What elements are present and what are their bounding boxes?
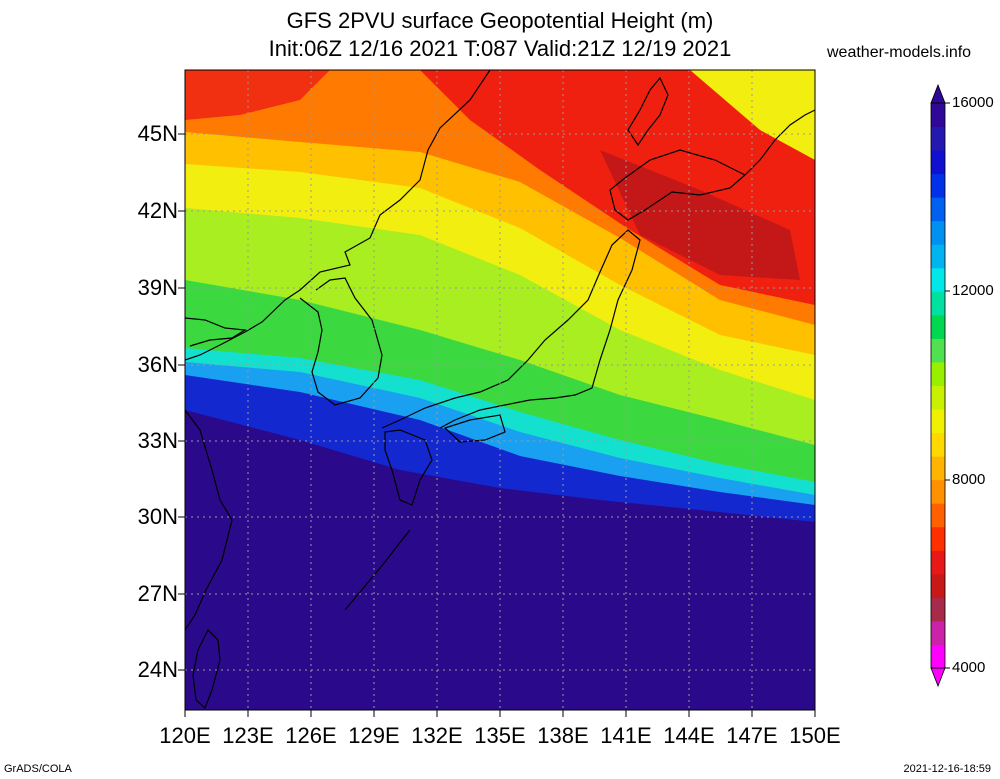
colorbar-top-arrow — [930, 83, 946, 104]
brand-label: weather-models.info — [827, 44, 972, 61]
lat-label-33n: 33N — [137, 428, 178, 453]
graticule — [185, 70, 815, 710]
colorbar-segment — [931, 338, 945, 363]
lon-label-147e: 147E — [726, 723, 778, 748]
colorbar-segment — [931, 503, 945, 528]
coast-japan-honshu — [381, 229, 641, 429]
colorbar-segment — [931, 220, 945, 245]
colorbar-segment — [931, 197, 945, 222]
colorbar-segment — [931, 103, 945, 128]
colorbar-segment — [931, 314, 945, 339]
colorbar-segment — [931, 409, 945, 434]
lon-label-141e: 141E — [600, 723, 652, 748]
map-title: GFS 2PVU surface Geopotential Height (m) — [286, 8, 714, 33]
coast-continent — [185, 70, 491, 361]
lon-label-144e: 144E — [663, 723, 715, 748]
colorbar-segment — [931, 126, 945, 151]
band-darkred — [600, 150, 800, 280]
lat-label-30n: 30N — [137, 504, 178, 529]
coast-korea — [299, 277, 383, 406]
lon-label-123e: 123E — [222, 723, 274, 748]
colorbar-segment — [931, 526, 945, 551]
lon-label-132e: 132E — [411, 723, 463, 748]
colorbar-segment — [931, 150, 945, 175]
colorbar-segment — [931, 244, 945, 269]
coast-shikoku — [443, 414, 506, 443]
colorbar-segment — [931, 173, 945, 198]
band-yellow — [185, 160, 815, 400]
colorbar-label-12000: 12000 — [952, 282, 994, 299]
lon-label-129e: 129E — [348, 723, 400, 748]
axis-ticks — [178, 133, 816, 717]
colorbar-segment — [931, 361, 945, 386]
colorbar-segment — [931, 573, 945, 598]
lon-label-138e: 138E — [537, 723, 589, 748]
colorbar-segment — [931, 432, 945, 457]
band-lightgreen — [185, 205, 815, 445]
colorbar-segment — [931, 550, 945, 575]
colorbar — [930, 83, 950, 688]
colorbar-segment — [931, 291, 945, 316]
lon-label-150e: 150E — [789, 723, 841, 748]
lat-label-39n: 39N — [137, 275, 178, 300]
lat-label-45n: 45N — [137, 121, 178, 146]
band-topleft-red — [185, 70, 330, 120]
lat-label-27n: 27N — [137, 581, 178, 606]
coast-hokkaido — [609, 149, 747, 221]
lat-label-36n: 36N — [137, 352, 178, 377]
footer-timestamp: 2021-12-16-18:59 — [903, 763, 991, 775]
lon-label-135e: 135E — [474, 723, 526, 748]
colorbar-frame — [930, 102, 946, 669]
coast-taiwan — [192, 628, 221, 710]
colorbar-label-4000: 4000 — [952, 659, 986, 676]
coast-sakhalin — [627, 76, 669, 147]
coast-shandong — [185, 317, 247, 347]
colorbar-segment — [931, 479, 945, 504]
lon-label-120e: 120E — [159, 723, 211, 748]
colorbar-segment — [931, 267, 945, 292]
lat-label-42n: 42N — [137, 198, 178, 223]
colorbar-bottom-arrow — [930, 667, 946, 688]
coast-ryukyu — [344, 529, 411, 611]
coast-china-south — [185, 409, 233, 631]
lat-label-24n: 24N — [137, 657, 178, 682]
colorbar-segment — [931, 644, 945, 669]
colorbar-label-8000: 8000 — [952, 471, 986, 488]
lon-label-126e: 126E — [285, 723, 337, 748]
band-gold — [185, 130, 815, 355]
coastlines — [185, 70, 815, 710]
colorbar-label-16000: 16000 — [952, 94, 994, 111]
band-topright-yellow — [690, 70, 815, 160]
colorbar-segment — [931, 620, 945, 645]
coast-kyushu — [384, 429, 433, 506]
map-subtitle: Init:06Z 12/16 2021 T:087 Valid:21Z 12/1… — [268, 36, 732, 61]
colorbar-segment — [931, 456, 945, 481]
band-lightblue — [185, 352, 815, 505]
footer-software: GrADS/COLA — [4, 763, 72, 775]
coast-kurils — [744, 109, 815, 176]
colorbar-segment — [931, 597, 945, 622]
colorbar-segment — [931, 385, 945, 410]
